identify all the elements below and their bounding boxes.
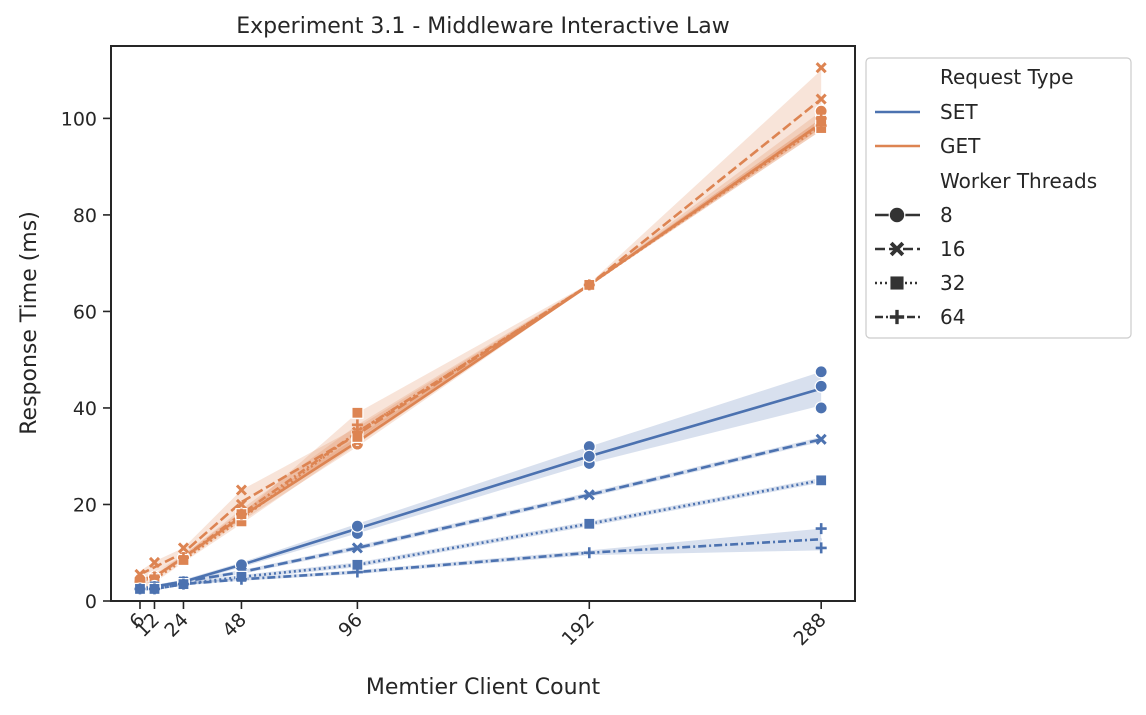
y-axis-ticks: 0 20 40 60 80 100 (61, 108, 111, 613)
data-point-set-64 (815, 523, 827, 535)
data-point-get-16 (815, 62, 827, 74)
legend-label-threads-8: 8 (940, 203, 953, 227)
legend-title-worker-threads: Worker Threads (940, 169, 1097, 193)
legend-marker-threads-64 (889, 309, 905, 325)
data-point-set-64 (583, 547, 595, 559)
x-tick-label: 192 (558, 609, 599, 650)
x-tick-label: 24 (160, 609, 193, 642)
data-point-set-64 (148, 583, 160, 595)
legend-items: Request Type SET GET Worker Threads 8 16 32 64 (875, 65, 1097, 329)
legend-label-threads-32: 32 (940, 271, 965, 295)
ci-band-get-64 (139, 118, 822, 585)
data-point-get-16 (134, 568, 146, 581)
data-point-get-32 (351, 406, 364, 419)
x-axis-label: Memtier Client Count (366, 675, 601, 700)
data-point-set-64 (177, 578, 189, 590)
data-point-get-64 (583, 279, 595, 291)
y-tick-label: 0 (85, 591, 97, 613)
data-point-get-16 (235, 498, 248, 511)
data-point-get-64 (177, 552, 189, 564)
y-tick-label: 80 (73, 205, 97, 227)
ci-band-get-16 (139, 70, 822, 578)
data-point-set-8 (814, 379, 828, 393)
legend-marker-threads-8 (888, 206, 906, 224)
legend-marker-threads-16 (889, 241, 905, 257)
data-point-set-32 (583, 517, 596, 530)
data-point-get-64 (351, 419, 363, 431)
legend-label-threads-64: 64 (940, 305, 965, 329)
data-point-set-16 (815, 433, 827, 445)
x-tick-label: 288 (790, 609, 831, 650)
data-point-get-16 (815, 93, 827, 105)
series-markers (133, 62, 828, 597)
ci-band-set-8 (139, 371, 822, 591)
data-point-set-8 (582, 449, 596, 463)
legend-title-request-type: Request Type (940, 65, 1074, 89)
chart-title: Experiment 3.1 - Middleware Interactive … (236, 14, 730, 39)
x-tick-label: 48 (218, 609, 251, 642)
data-point-set-16 (351, 542, 363, 554)
data-point-set-8 (814, 365, 828, 379)
y-tick-label: 60 (73, 301, 97, 323)
legend-label-threads-16: 16 (940, 237, 965, 261)
data-point-set-64 (815, 542, 827, 554)
data-point-set-32 (815, 474, 828, 487)
plot-frame (110, 45, 856, 602)
data-point-set-64 (351, 566, 363, 578)
data-point-get-64 (815, 112, 827, 124)
data-point-get-16 (235, 484, 248, 496)
y-tick-label: 100 (61, 108, 97, 130)
legend-label-get: GET (940, 134, 981, 158)
data-point-set-8 (814, 401, 828, 415)
data-point-set-64 (235, 573, 247, 585)
x-tick-label: 96 (334, 609, 367, 642)
data-point-get-16 (177, 542, 190, 554)
legend-label-set: SET (940, 100, 978, 124)
legend-frame (865, 57, 1132, 339)
data-point-set-16 (583, 489, 595, 501)
data-point-set-8 (350, 519, 364, 533)
y-tick-label: 20 (73, 494, 97, 516)
y-axis-label: Response Time (ms) (17, 211, 42, 435)
y-tick-label: 40 (73, 398, 97, 420)
data-point-get-16 (148, 556, 161, 568)
data-point-get-64 (235, 508, 247, 520)
data-point-set-64 (134, 583, 146, 595)
legend-marker-threads-32 (889, 275, 905, 291)
legend: Request Type SET GET Worker Threads 8 16 32 64 (865, 57, 1132, 339)
